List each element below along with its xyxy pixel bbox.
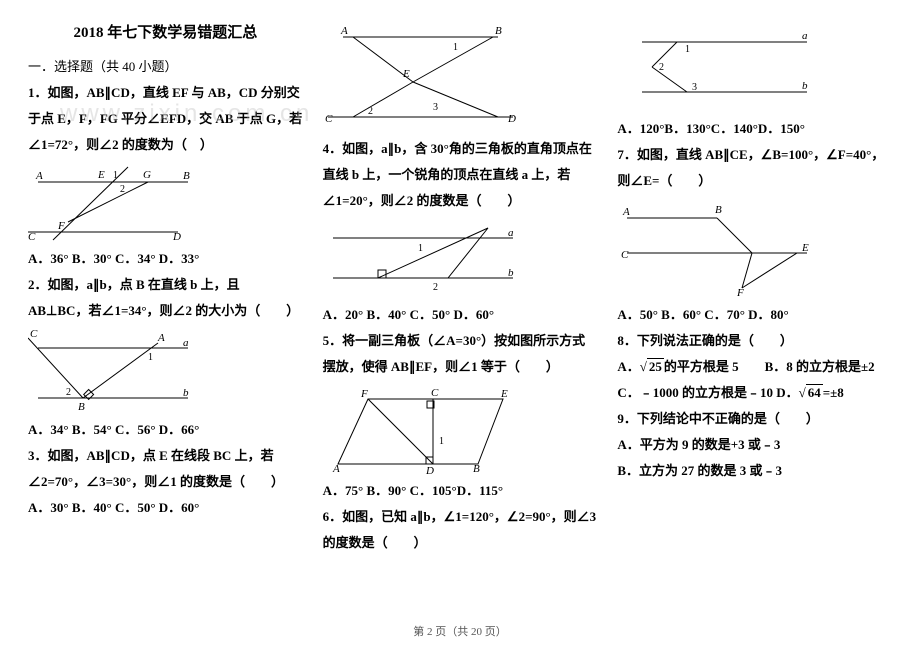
fig1-A: A bbox=[35, 170, 43, 182]
fig7-A: A bbox=[622, 206, 630, 218]
q7-stem: 7．如图，直线 AB∥CE，∠B=100°，∠F=40°，则∠E=（ ） bbox=[617, 142, 892, 194]
q8c-head: C．﹣1000 的立方根是﹣10 D． bbox=[617, 385, 798, 400]
q8-opt-ab: A．√25的平方根是 5 B．8 的立方根是±2 bbox=[617, 354, 892, 380]
q3-opts: A．30° B．40° C．50° D．60° bbox=[28, 495, 303, 521]
fig7-F: F bbox=[736, 287, 744, 298]
q5-opts: A．75° B．90° C．105°D．115° bbox=[323, 478, 598, 504]
fig5-F: F bbox=[360, 388, 368, 400]
fig1-B: B bbox=[183, 170, 190, 182]
q1-opts: A．36° B．30° C．34° D．33° bbox=[28, 246, 303, 272]
fig6-b: b bbox=[802, 80, 808, 92]
fig7: A B C E F bbox=[617, 198, 892, 298]
section-head: 一．选择题（共 40 小题） bbox=[28, 54, 303, 80]
fig2-a: a bbox=[183, 337, 189, 349]
fig4: a b 1 2 bbox=[323, 218, 598, 298]
q8a-rad: 25 bbox=[647, 358, 664, 374]
fig3-E: E bbox=[402, 68, 410, 80]
fig3-ang2: 2 bbox=[368, 106, 373, 117]
fig1-ang2: 2 bbox=[120, 184, 125, 195]
fig4-a: a bbox=[508, 227, 514, 239]
fig1: A B C D E F G 1 2 bbox=[28, 162, 303, 242]
fig4-ang2: 2 bbox=[433, 282, 438, 293]
fig5-E: E bbox=[500, 388, 508, 400]
fig3-B: B bbox=[495, 25, 502, 37]
fig1-G: G bbox=[143, 169, 151, 181]
fig5-C: C bbox=[431, 387, 439, 399]
q9-stem: 9．下列结论中不正确的是（ ） bbox=[617, 406, 892, 432]
fig1-ang1: 1 bbox=[113, 170, 118, 181]
q8-stem: 8．下列说法正确的是（ ） bbox=[617, 328, 892, 354]
fig5-ang1: 1 bbox=[439, 436, 444, 447]
fig2-B: B bbox=[78, 401, 85, 413]
fig3-A: A bbox=[340, 25, 348, 37]
q2-stem: 2．如图，a∥b，点 B 在直线 b 上，且 AB⊥BC，若∠1=34°，则∠2… bbox=[28, 272, 303, 324]
column-1: 2018 年七下数学易错题汇总 一．选择题（共 40 小题） 1．如图，AB∥C… bbox=[28, 18, 303, 590]
column-3: a b 1 2 3 A．120°B．130°C．140°D．150° 7．如图，… bbox=[617, 18, 892, 590]
fig2-ang1: 1 bbox=[148, 352, 153, 363]
q8c-rad: 64 bbox=[806, 384, 823, 400]
fig7-E: E bbox=[801, 242, 809, 254]
page-title: 2018 年七下数学易错题汇总 bbox=[28, 18, 303, 48]
fig1-C: C bbox=[28, 231, 36, 242]
q8a-tail: 的平方根是 5 B．8 的立方根是±2 bbox=[664, 359, 875, 374]
fig5-B: B bbox=[473, 463, 480, 474]
fig3: A B C D E 1 2 3 bbox=[323, 22, 598, 132]
fig2: C A B a b 1 2 bbox=[28, 328, 303, 413]
fig6-ang3: 3 bbox=[692, 82, 697, 93]
fig7-B: B bbox=[715, 204, 722, 216]
q8-opt-cd: C．﹣1000 的立方根是﹣10 D．√64=±8 bbox=[617, 380, 892, 406]
q7-opts: A．50° B．60° C．70° D．80° bbox=[617, 302, 892, 328]
fig6: a b 1 2 3 bbox=[617, 22, 892, 112]
q9-opt-a: A．平方为 9 的数是+3 或﹣3 bbox=[617, 432, 892, 458]
fig2-C: C bbox=[30, 328, 38, 340]
q3-stem: 3．如图，AB∥CD，点 E 在线段 BC 上，若∠2=70°，∠3=30°，则… bbox=[28, 443, 303, 495]
q1-stem: 1．如图，AB∥CD，直线 EF 与 AB，CD 分别交于点 E，F，FG 平分… bbox=[28, 80, 303, 158]
fig7-C: C bbox=[621, 249, 629, 261]
fig4-ang1: 1 bbox=[418, 243, 423, 254]
fig5: A B C D E F 1 bbox=[323, 384, 598, 474]
fig2-A: A bbox=[157, 332, 165, 344]
fig5-A: A bbox=[332, 463, 340, 474]
q4-opts: A．20° B．40° C．50° D．60° bbox=[323, 302, 598, 328]
fig5-D: D bbox=[425, 465, 434, 474]
fig6-ang2: 2 bbox=[659, 62, 664, 73]
fig1-D: D bbox=[172, 231, 181, 242]
fig6-ang1: 1 bbox=[685, 44, 690, 55]
q6-stem: 6．如图，已知 a∥b，∠1=120°，∠2=90°，则∠3 的度数是（ ） bbox=[323, 504, 598, 556]
q8a-head: A． bbox=[617, 359, 639, 374]
fig3-D: D bbox=[507, 113, 516, 125]
fig1-F: F bbox=[57, 220, 65, 232]
fig2-ang2: 2 bbox=[66, 387, 71, 398]
page-footer: 第 2 页（共 20 页） bbox=[0, 621, 920, 643]
q4-stem: 4．如图，a∥b，含 30°角的三角板的直角顶点在直线 b 上，一个锐角的顶点在… bbox=[323, 136, 598, 214]
fig4-b: b bbox=[508, 267, 514, 279]
q5-stem: 5．将一副三角板（∠A=30°）按如图所示方式摆放，使得 AB∥EF，则∠1 等… bbox=[323, 328, 598, 380]
fig1-E: E bbox=[97, 169, 105, 181]
fig3-ang3: 3 bbox=[433, 102, 438, 113]
fig2-b: b bbox=[183, 387, 189, 399]
q2-opts: A．34° B．54° C．56° D．66° bbox=[28, 417, 303, 443]
fig3-C: C bbox=[325, 113, 333, 125]
q6-opts: A．120°B．130°C．140°D．150° bbox=[617, 116, 892, 142]
fig3-ang1: 1 bbox=[453, 42, 458, 53]
q8c-tail: =±8 bbox=[823, 385, 844, 400]
page: 2018 年七下数学易错题汇总 一．选择题（共 40 小题） 1．如图，AB∥C… bbox=[0, 0, 920, 600]
column-2: A B C D E 1 2 3 4．如图，a∥b，含 30°角的三角板的直角顶点… bbox=[323, 18, 598, 590]
q9-opt-b: B．立方为 27 的数是 3 或﹣3 bbox=[617, 458, 892, 484]
fig6-a: a bbox=[802, 30, 808, 42]
